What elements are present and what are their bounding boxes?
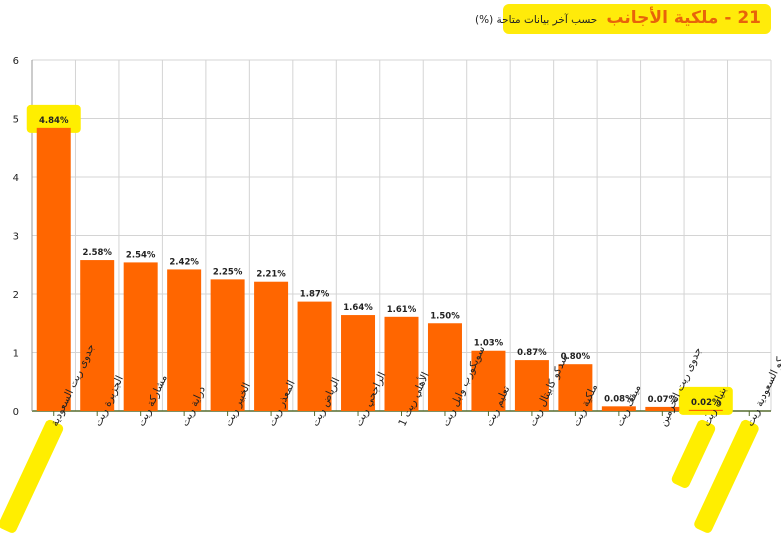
data-label: 1.03%	[474, 339, 504, 349]
y-tick-label: 0	[13, 407, 19, 418]
data-label: 1.87%	[300, 290, 330, 300]
data-label: 1.50%	[430, 311, 460, 321]
data-label: 0.08%	[604, 394, 634, 404]
y-tick-label: 4	[13, 173, 19, 184]
data-label: 4.84%	[39, 116, 69, 126]
data-label: 2.54%	[126, 250, 156, 260]
data-label: 2.58%	[82, 248, 112, 258]
value-highlight	[678, 386, 733, 415]
bar	[384, 316, 419, 411]
data-label: 2.21%	[256, 270, 286, 280]
category-highlight-box	[671, 419, 716, 488]
category-highlight	[671, 419, 716, 488]
bar	[558, 364, 593, 411]
y-tick-label: 1	[13, 349, 19, 360]
bar	[80, 260, 115, 411]
x-tick-label: سيكو السعودية ريت	[744, 344, 781, 428]
data-label: 0.87%	[517, 348, 547, 358]
chart-title: 21 - ملكية الأجانب حسب آخر بيانات متاحة …	[475, 8, 761, 28]
y-tick-label: 5	[13, 115, 19, 126]
bar	[167, 269, 202, 411]
data-label: 0.80%	[561, 352, 591, 362]
bar	[254, 281, 289, 411]
data-label: 1.61%	[387, 305, 417, 315]
y-tick-label: 6	[13, 56, 19, 67]
data-label: 2.42%	[169, 257, 199, 267]
bar	[514, 360, 549, 411]
bar	[471, 350, 506, 411]
category-highlight	[0, 419, 64, 533]
category-highlight	[694, 419, 759, 533]
bar	[645, 406, 680, 411]
bar	[297, 301, 332, 411]
data-label: 1.64%	[343, 303, 373, 313]
category-highlight-box	[694, 419, 759, 533]
bar	[36, 127, 71, 412]
x-tick-label: ميفك ريت	[614, 383, 644, 429]
title-main: 21 - ملكية الأجانب	[606, 8, 761, 28]
bar	[123, 262, 158, 411]
bar	[341, 315, 376, 411]
data-label: 0.07%	[648, 395, 678, 405]
bar	[688, 409, 723, 411]
title-sub: حسب آخر بيانات متاحة (%)	[475, 14, 598, 26]
title-box: 21 - ملكية الأجانب حسب آخر بيانات متاحة …	[475, 4, 771, 34]
category-highlight-box	[0, 419, 64, 533]
bar	[601, 406, 636, 411]
bar	[210, 279, 245, 411]
value-highlight	[26, 104, 81, 133]
y-tick-label: 3	[13, 232, 19, 243]
bar	[427, 323, 462, 411]
data-label: 2.25%	[213, 267, 243, 277]
data-label: 0.02%	[691, 398, 721, 408]
bars-layer	[36, 127, 723, 412]
highlight-layer	[0, 104, 759, 533]
y-tick-label: 2	[13, 290, 19, 301]
